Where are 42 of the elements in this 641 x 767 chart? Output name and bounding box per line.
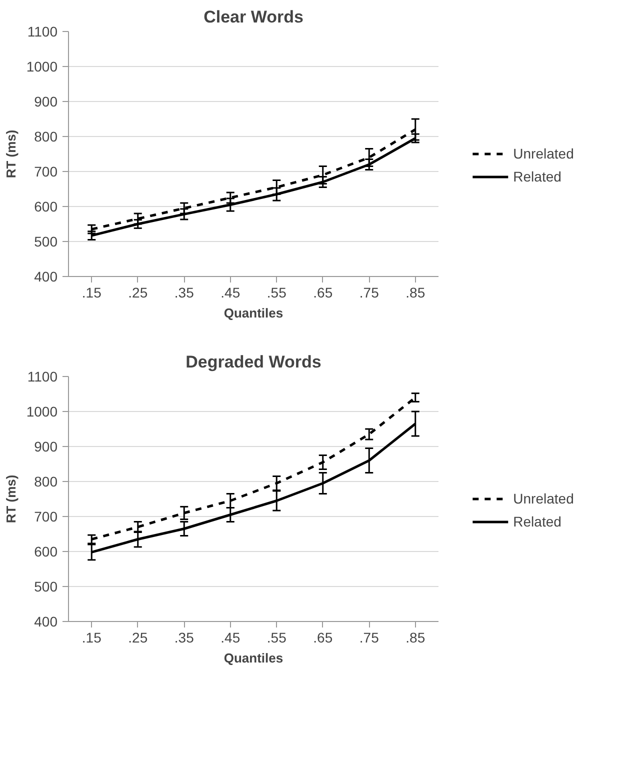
legend-label: Related [513, 513, 562, 529]
x-axis-title: Quantiles [224, 306, 284, 320]
y-tick-label: 400 [34, 268, 58, 284]
y-tick-label: 700 [34, 164, 58, 180]
y-tick-label: 900 [34, 438, 58, 454]
x-tick-label: .15 [82, 284, 102, 300]
x-tick-label: .75 [359, 630, 380, 646]
y-tick-label: 900 [34, 94, 58, 110]
y-tick-label: 500 [34, 578, 58, 594]
x-tick-label: .15 [82, 630, 102, 646]
x-tick-label: .85 [406, 284, 426, 300]
x-axis-title: Quantiles [224, 650, 284, 666]
y-tick-label: 1000 [26, 58, 58, 74]
y-tick-label: 400 [34, 614, 58, 630]
y-axis-title: RT (ms) [3, 130, 18, 178]
x-tick-label: .25 [128, 284, 148, 300]
x-tick-label: .55 [266, 284, 287, 300]
y-axis-title: RT (ms) [3, 474, 18, 524]
y-tick-label: 1000 [26, 404, 58, 420]
legend-label: Unrelated [513, 490, 574, 506]
y-tick-label: 1100 [27, 24, 58, 40]
x-tick-label: .45 [220, 284, 240, 300]
y-tick-label: 600 [34, 198, 58, 214]
y-tick-label: 1100 [27, 368, 58, 384]
chart-title: Degraded Words [186, 352, 322, 372]
x-tick-label: .35 [174, 630, 194, 646]
chart-title: Clear Words [204, 8, 304, 26]
x-tick-label: .55 [266, 630, 287, 646]
x-tick-label: .65 [313, 284, 333, 300]
y-tick-label: 800 [34, 128, 58, 144]
x-tick-label: .45 [220, 630, 240, 646]
x-tick-label: .65 [313, 630, 333, 646]
x-tick-label: .25 [128, 630, 148, 646]
y-tick-label: 500 [34, 234, 58, 250]
y-tick-label: 800 [34, 474, 58, 490]
y-tick-label: 600 [34, 544, 58, 560]
y-tick-label: 700 [34, 508, 58, 524]
x-tick-label: .85 [406, 630, 426, 646]
x-tick-label: .35 [174, 284, 194, 300]
x-tick-label: .75 [359, 284, 380, 300]
legend-label: Unrelated [513, 145, 574, 161]
legend-label: Related [513, 168, 562, 184]
